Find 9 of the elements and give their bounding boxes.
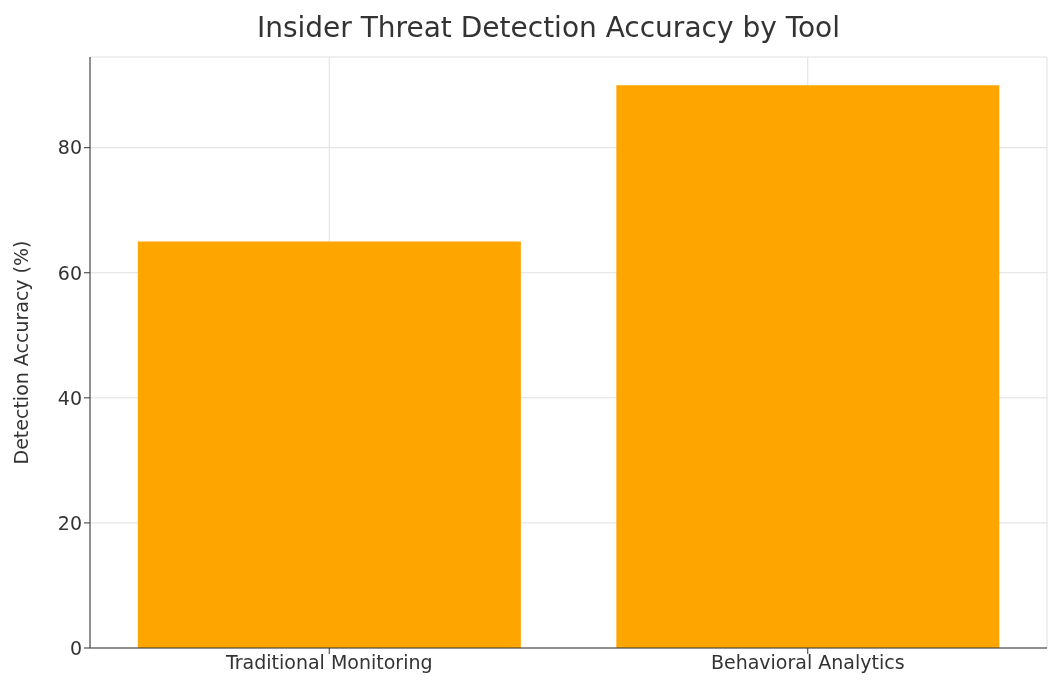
y-tick-label: 0 [69, 636, 82, 659]
x-tick-label: Traditional Monitoring [224, 651, 433, 674]
y-tick-label: 40 [57, 386, 82, 409]
y-tick-label: 60 [57, 261, 82, 284]
y-tick-label: 20 [57, 511, 82, 534]
x-tick-label: Behavioral Analytics [710, 651, 905, 674]
y-tick-label: 80 [57, 136, 82, 159]
chart-title: Insider Threat Detection Accuracy by Tool [255, 10, 842, 46]
y-axis-title: Detection Accuracy (%) [9, 240, 32, 465]
